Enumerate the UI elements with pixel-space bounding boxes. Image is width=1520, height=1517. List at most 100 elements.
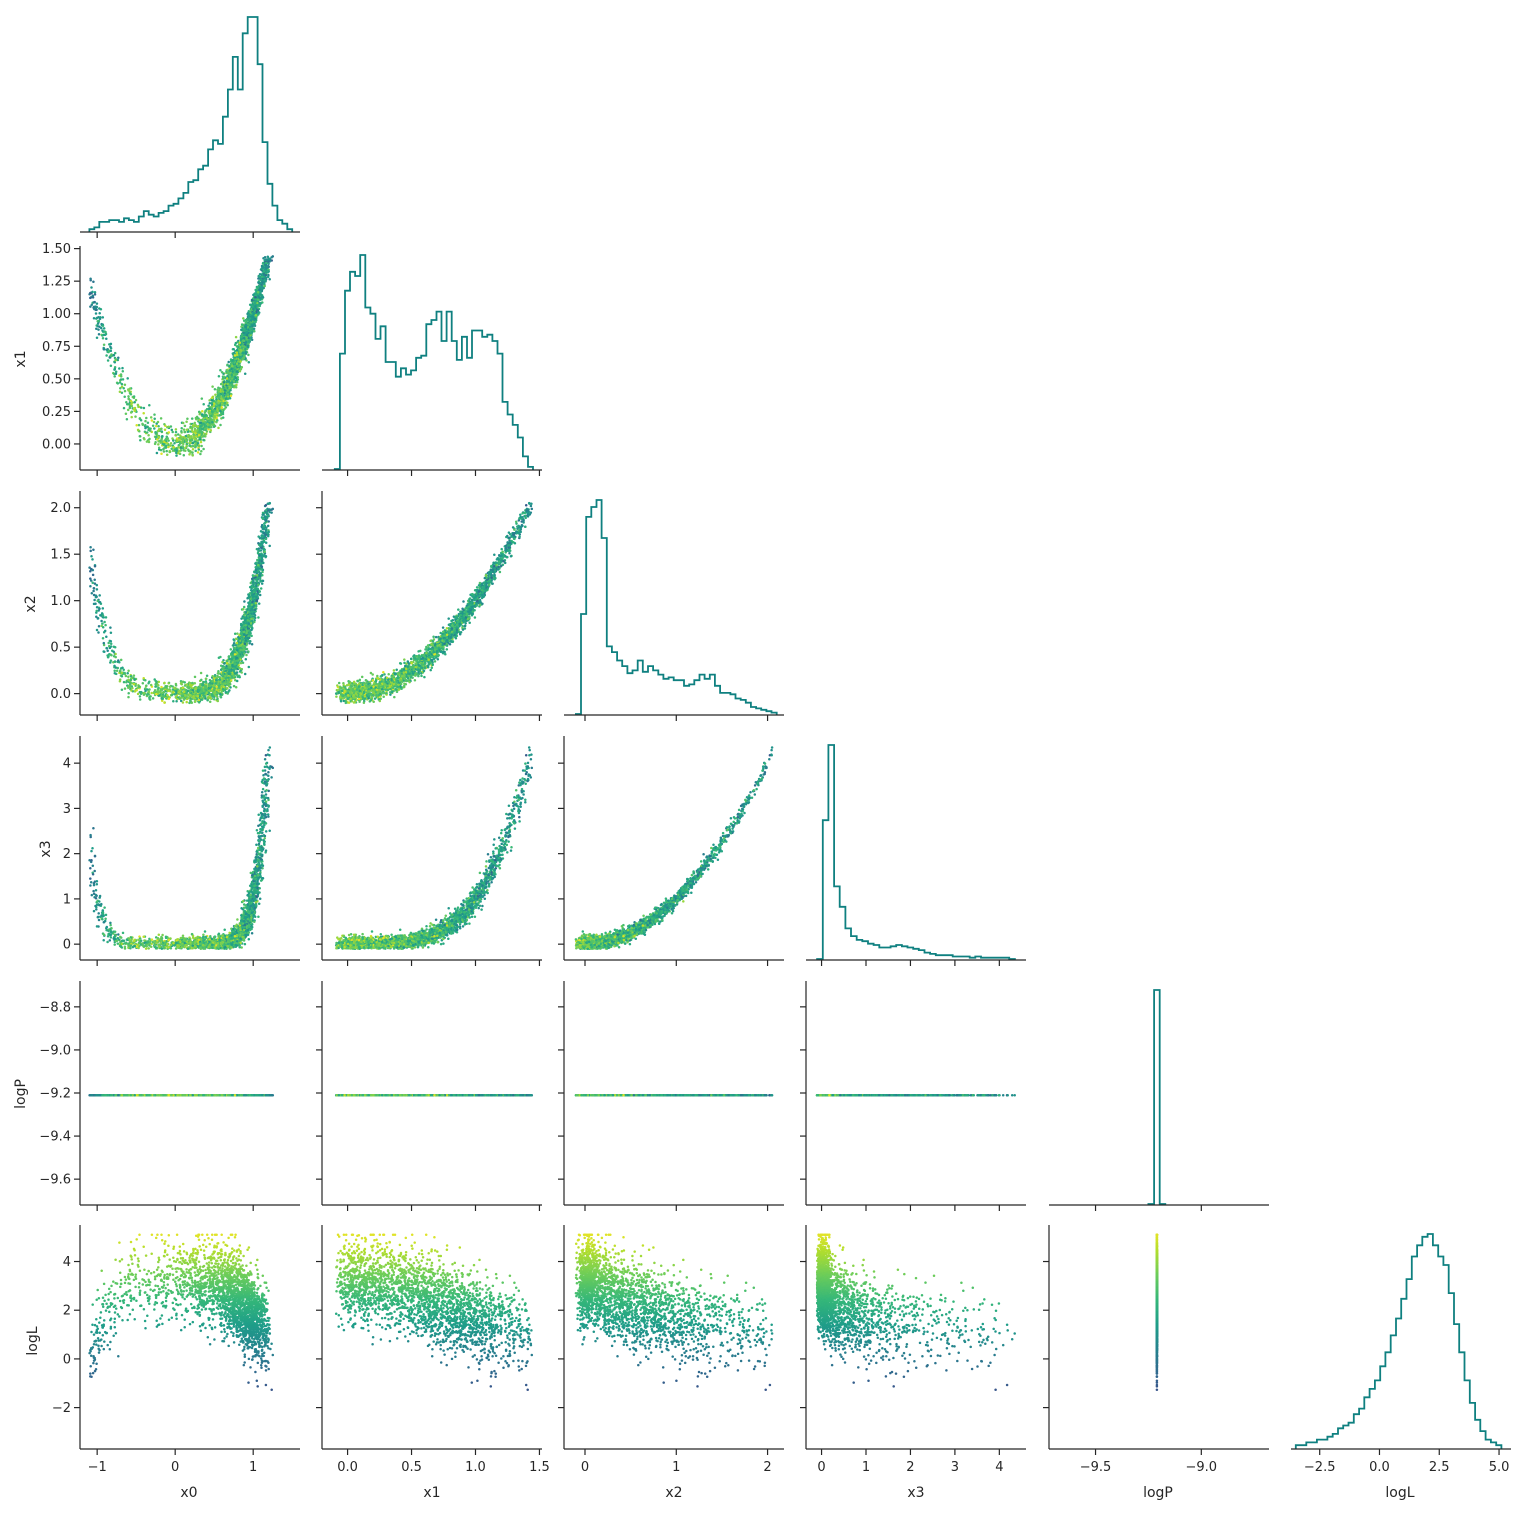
scatter-point [124, 384, 127, 387]
scatter-point [102, 614, 105, 617]
scatter-point [160, 428, 163, 431]
scatter-point [239, 667, 242, 670]
scatter-point [93, 599, 96, 602]
scatter-point [177, 433, 180, 436]
scatter-point [244, 348, 247, 351]
y-tick-label: 1.0 [50, 594, 71, 609]
scatter-point [245, 658, 248, 661]
scatter-point [239, 658, 242, 661]
scatter-point [114, 358, 117, 361]
scatter-point [96, 588, 99, 591]
scatter-point [258, 554, 261, 557]
scatter-point [210, 429, 213, 432]
scatter-point [260, 278, 263, 281]
scatter-point [119, 680, 122, 683]
scatter-point [228, 365, 231, 368]
scatter-point [92, 590, 95, 593]
scatter-point [230, 648, 233, 651]
scatter-point [183, 454, 186, 457]
scatter-point [200, 689, 203, 692]
scatter-point [236, 351, 239, 354]
scatter-point [250, 589, 253, 592]
scatter-point [248, 594, 251, 597]
scatter-point [89, 297, 92, 300]
scatter-point [247, 640, 250, 643]
scatter-point [170, 442, 173, 445]
scatter-point [247, 354, 250, 357]
scatter-point [90, 286, 93, 289]
scatter-point [229, 686, 232, 689]
scatter-point [215, 405, 218, 408]
scatter-point [211, 679, 214, 682]
scatter-point [198, 434, 201, 437]
scatter-point [92, 574, 95, 577]
scatter-point [153, 417, 156, 420]
scatter-point [250, 608, 253, 611]
scatter-point [183, 688, 186, 691]
scatter-point [165, 445, 168, 448]
scatter-point [219, 410, 222, 413]
scatter-point [160, 452, 163, 455]
scatter-point [89, 577, 92, 580]
y-tick-label: 0.50 [42, 372, 71, 387]
scatter-point [259, 292, 262, 295]
scatter-point [102, 626, 105, 629]
scatter-point [175, 454, 178, 457]
scatter-point [216, 419, 219, 422]
scatter-point [253, 570, 256, 573]
scatter-point [249, 328, 252, 331]
scatter-point [113, 646, 116, 649]
scatter-point [89, 305, 92, 308]
scatter-point [255, 578, 258, 581]
scatter-point [219, 693, 222, 696]
scatter-point [115, 373, 118, 376]
scatter-point [214, 412, 217, 415]
scatter-point [217, 700, 220, 703]
scatter-point [175, 431, 178, 434]
scatter-point [222, 673, 225, 676]
scatter-point [99, 318, 102, 321]
scatter-point [260, 568, 263, 571]
scatter-point [248, 632, 251, 635]
scatter-point [175, 448, 178, 451]
scatter-point [114, 672, 117, 675]
scatter-point [248, 623, 251, 626]
scatter-point [202, 420, 205, 423]
scatter-point [170, 694, 173, 697]
scatter-point [446, 648, 449, 651]
scatter-point [197, 695, 200, 698]
scatter-point [182, 422, 185, 425]
scatter-point [261, 517, 264, 520]
scatter-point [154, 443, 157, 446]
scatter-point [205, 427, 208, 430]
scatter-point [248, 340, 251, 343]
scatter-point [202, 448, 205, 451]
scatter-point [198, 699, 201, 702]
scatter-point [253, 621, 256, 624]
scatter-point [175, 452, 178, 455]
scatter-point [128, 398, 131, 401]
scatter-point [113, 669, 116, 672]
corner-panels: 0.000.250.500.751.001.251.500.00.51.01.5… [39, 17, 1511, 1475]
scatter-point [199, 453, 202, 456]
scatter-point [183, 691, 186, 694]
scatter-point [143, 438, 146, 441]
scatter-point [207, 696, 210, 699]
scatter-point [147, 440, 150, 443]
scatter-point [175, 696, 178, 699]
scatter-point [189, 699, 192, 702]
scatter-point [153, 413, 156, 416]
scatter-point [233, 674, 236, 677]
scatter-point [138, 685, 141, 688]
scatter-point [139, 698, 142, 701]
scatter-point [103, 327, 106, 330]
scatter-point [257, 542, 260, 545]
scatter-point [264, 518, 267, 521]
scatter-point [262, 513, 265, 516]
scatter-point [117, 659, 120, 662]
scatter-point [99, 601, 102, 604]
scatter-point [189, 441, 192, 444]
scatter-point [248, 602, 251, 605]
scatter-point [92, 295, 95, 298]
scatter-point [265, 267, 268, 270]
